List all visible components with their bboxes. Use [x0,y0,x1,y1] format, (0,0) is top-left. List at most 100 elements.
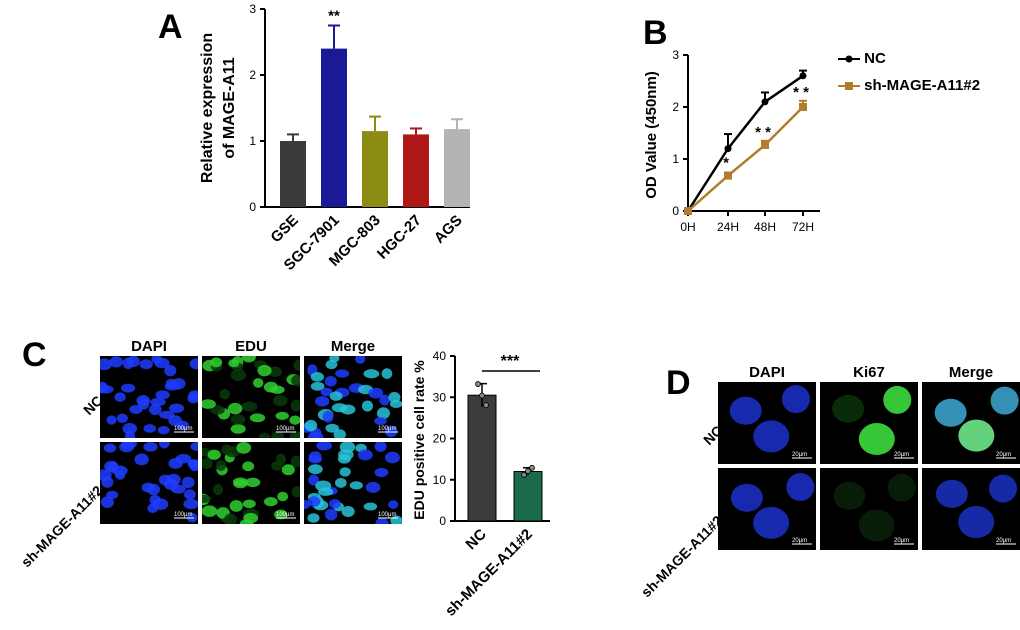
nucleus [381,368,393,379]
nucleus [339,467,351,477]
d-image-1-0: 20μm [718,468,816,550]
nucleus [304,499,311,510]
b-xtick-label: 72H [792,220,814,234]
d-image-1-2: 20μm [922,468,1020,550]
nucleus [271,431,284,438]
b-series-line [686,74,804,212]
nucleus [257,364,272,377]
nucleus [357,449,373,461]
b-significance: * * [755,124,771,141]
a-bar [280,141,306,207]
nucleus [307,513,320,523]
nucleus [116,413,128,423]
nucleus [152,498,169,510]
nucleus [316,442,333,451]
nucleus [989,474,1018,503]
c-image-1-1: 100μm [202,442,300,524]
d-col-merge: Merge [948,364,994,381]
nucleus [291,486,300,498]
nucleus [368,387,384,399]
nucleus [100,381,109,394]
nucleus [100,469,112,481]
c-image-0-1-canvas: 100μm [202,356,300,438]
nucleus [241,401,258,412]
a-bar [444,129,470,207]
a-bar [321,48,347,207]
a-ytick-label: 2 [249,68,256,82]
nucleus [329,356,340,363]
nucleus [291,374,300,387]
b-xtick-label: 24H [717,220,739,234]
d-image-1-0-canvas: 20μm [730,473,815,545]
scale-label: 20μm [894,538,909,544]
nucleus [243,512,259,524]
b-point [684,207,692,215]
scale-label: 20μm [996,538,1011,544]
nucleus [150,397,166,407]
nucleus [213,484,224,496]
c-row-sh: sh-MAGE-A11#2 [17,482,106,571]
c-image-0-2: 100μm [304,356,402,438]
nucleus [304,419,318,432]
nucleus [374,417,387,426]
a-ylabel-line: of MAGE-A11 [221,57,238,158]
nucleus [164,364,177,377]
nucleus [183,498,198,510]
nucleus [165,378,177,389]
c-point [529,464,535,471]
nucleus [224,446,241,458]
nucleus [168,458,183,469]
nucleus [379,394,390,406]
panel-letter-d: D [666,364,691,402]
c-image-1-0-canvas: 100μm [100,442,198,523]
nucleus [148,404,162,415]
nucleus [259,432,270,438]
chart-b: 0 1 2 3 0H 24H 48H 72H * * * * * OD Value (450nm) [643,48,820,234]
b-xtick-label: 0H [680,220,695,234]
scale-label: 100μm [174,426,192,432]
nucleus [202,505,218,517]
nucleus [122,423,138,435]
nucleus [227,402,243,415]
nucleus [729,396,762,425]
b-point [761,140,769,149]
nucleus [384,451,400,464]
nucleus [320,387,333,397]
nucleus [340,404,356,415]
nucleus [210,357,223,368]
nucleus [215,460,227,471]
nucleus [388,500,399,509]
nucleus [753,506,790,539]
b-point [799,103,807,111]
nucleus [275,411,289,420]
nucleus [786,473,815,502]
nucleus [100,358,113,371]
legend-sh-label: sh-MAGE-A11#2 [864,77,981,94]
c-image-0-2-canvas: 100μm [304,356,402,438]
nucleus [376,407,390,420]
d-col-dapi: DAPI [749,364,785,381]
nucleus [159,410,175,419]
legend-nc-label: NC [864,50,886,67]
nucleus [328,498,341,509]
scale-label: 100μm [378,426,396,432]
nucleus [958,506,995,539]
nucleus [277,491,289,502]
scale-label: 20μm [792,452,807,458]
nucleus [188,390,198,402]
nucleus [141,482,155,493]
b-ytick-label: 3 [672,48,679,62]
nucleus [335,477,347,488]
d-row-sh: sh-MAGE-A11#2 [637,512,726,601]
nucleus [230,424,246,434]
nucleus [289,431,300,438]
nucleus [781,385,810,414]
c-xtick-label: NC [462,526,489,553]
panel-letter-c: C [22,336,47,374]
c-col-merge: Merge [330,338,376,355]
nucleus [230,414,246,425]
nucleus [832,394,865,423]
c-image-1-0: 100μm [100,442,198,524]
c-xtick-label: sh-MAGE-A11#2 [442,526,536,620]
